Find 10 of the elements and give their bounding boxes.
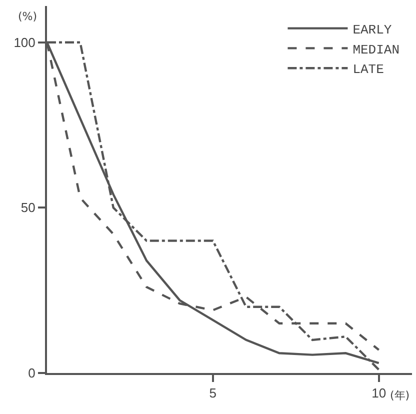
x-tick-label: 10: [372, 386, 386, 401]
legend-label: EARLY: [352, 22, 392, 38]
legend-label: LATE: [352, 62, 384, 78]
x-tick-label: 5: [209, 386, 217, 401]
y-tick-label: 50: [20, 200, 36, 216]
legend-label: MEDIAN: [352, 42, 400, 58]
y-tick-label: 100: [14, 34, 36, 50]
x-axis-title: (年): [390, 389, 410, 402]
y-axis-title: (%): [18, 10, 38, 23]
y-tick-label: 0: [28, 366, 36, 381]
